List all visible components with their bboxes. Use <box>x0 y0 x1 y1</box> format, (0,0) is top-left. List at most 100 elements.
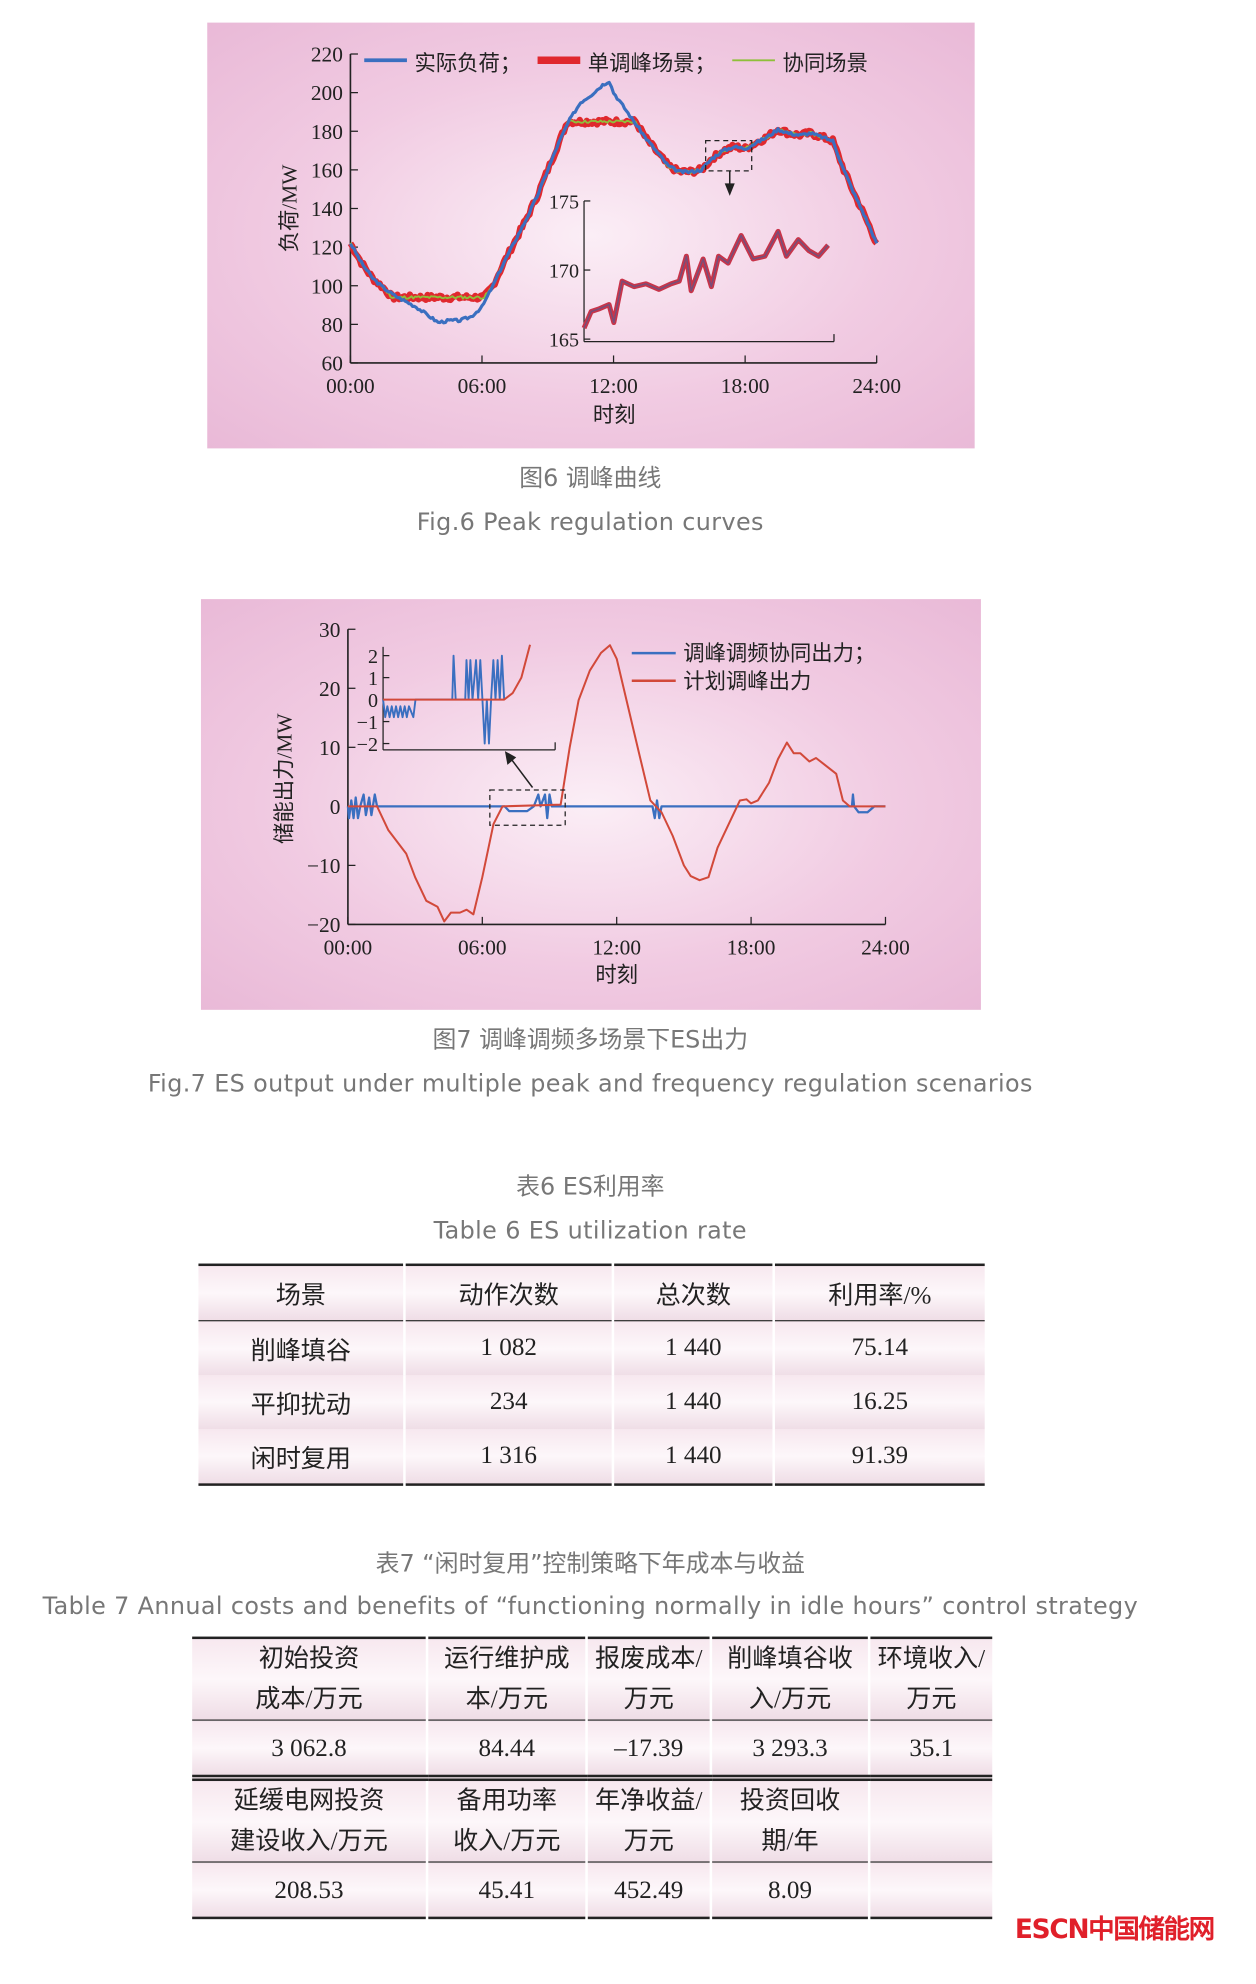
fig6-y-tick-label: 60 <box>322 352 343 376</box>
table-cell: 1 082 <box>403 1320 613 1376</box>
fig7-caption-cn: 图7 调峰调频多场景下ES出力 <box>432 1026 749 1054</box>
header-line: 报废成本/ <box>594 1645 703 1673</box>
header-cell: 削峰填谷收入/万元 <box>709 1637 870 1721</box>
table7-header-row-1: 初始投资成本/万元 运行维护成 本/万元 报废成本/万元 削峰填谷收入/万元 环境… <box>192 1637 993 1721</box>
header-line: 投资回收 <box>739 1787 841 1815</box>
header-cell: 初始投资成本/万元 <box>192 1637 428 1721</box>
escn-watermark-logo: ESCN中国储能网 <box>1014 1914 1215 1945</box>
fig6-y-tick-label: 120 <box>311 236 343 260</box>
table7: 初始投资成本/万元 运行维护成 本/万元 报废成本/万元 削峰填谷收入/万元 环境… <box>192 1636 993 1920</box>
header-cell: 报废成本/万元 <box>585 1637 711 1721</box>
header-line: 削峰填谷收 <box>727 1645 853 1673</box>
table-cell: 75.14 <box>772 1320 985 1376</box>
fig6-zoom-box <box>705 140 753 172</box>
fig6-legend-label: 实际负荷； <box>414 51 521 75</box>
header-line: 建设收入/万元 <box>230 1827 388 1856</box>
fig7-zoom-box <box>489 789 566 826</box>
fig6-x-tick-label: 00:00 <box>326 374 375 398</box>
header-line: 收入/万元 <box>453 1827 561 1856</box>
fig7-x-tick-label: 06:00 <box>458 936 507 960</box>
fig7-y-tick-label: 10 <box>319 736 340 760</box>
table-cell: 1 440 <box>611 1320 774 1376</box>
header-line: 初始投资 <box>258 1645 360 1673</box>
fig7-y-tick-label: −20 <box>307 913 340 937</box>
fig7-y-tick-label: 30 <box>319 618 340 642</box>
fig6-caption-cn: 图6 调峰曲线 <box>519 464 662 493</box>
header-cell: 利用率/% <box>772 1264 985 1322</box>
table-cell: 16.25 <box>772 1375 985 1430</box>
table-cell: 45.41 <box>425 1862 587 1918</box>
table-cell: 闲时复用 <box>198 1429 405 1485</box>
fig7-x-tick-label: 24:00 <box>861 936 910 960</box>
fig7-inset-y-tick-label: 2 <box>368 646 378 668</box>
header-cell: 总次数 <box>611 1264 774 1322</box>
table-cell: 35.1 <box>867 1720 993 1778</box>
table7-header-row-2: 延缓电网投资 建设收入/万元 备用功率收入/万元 年净收益/万元 投资回收期/年 <box>192 1774 993 1863</box>
table-row: 3 062.8 84.44 –17.39 3 293.3 35.1 <box>192 1720 993 1778</box>
header-line: 备用功率 <box>456 1787 558 1815</box>
fig7-arrow-head-icon <box>504 751 517 765</box>
table-cell: 3 062.8 <box>192 1720 428 1778</box>
header-cell: 动作次数 <box>403 1264 613 1322</box>
table-cell: –17.39 <box>585 1720 711 1778</box>
header-cell: 环境收入/万元 <box>867 1637 993 1721</box>
fig6-inset-y-tick-label: 175 <box>549 191 579 213</box>
header-line: 期/年 <box>761 1827 819 1856</box>
header-cell: 运行维护成 本/万元 <box>425 1637 587 1721</box>
header-cell: 备用功率收入/万元 <box>425 1774 587 1863</box>
fig7-series-plan-line <box>347 644 886 923</box>
header-cell: 投资回收期/年 <box>709 1774 870 1863</box>
table6-header-row: 场景 动作次数 总次数 利用率/% <box>198 1264 985 1322</box>
fig6-inset-actual-line <box>583 230 829 329</box>
fig6-y-tick-label: 80 <box>322 313 343 337</box>
fig7-arrow-shaft <box>509 756 534 788</box>
table6: 场景 动作次数 总次数 利用率/% 削峰填谷 1 082 1 440 75.14… <box>198 1263 985 1486</box>
fig7-x-tick-label: 18:00 <box>727 936 776 960</box>
header-line: 万元 <box>623 1827 674 1856</box>
table7-title-cn: 表7 “闲时复用”控制策略下年成本与收益 <box>375 1549 805 1578</box>
table-cell <box>867 1862 993 1918</box>
table-row: 208.53 45.41 452.49 8.09 <box>192 1862 993 1918</box>
header-cell: 延缓电网投资 建设收入/万元 <box>192 1774 428 1863</box>
table-cell: 1 440 <box>611 1429 774 1485</box>
table-cell: 91.39 <box>772 1429 985 1485</box>
table-cell: 平抑扰动 <box>198 1375 405 1430</box>
fig6-legend-label: 单调峰场景； <box>588 51 716 75</box>
table-cell: 208.53 <box>192 1862 428 1918</box>
fig6-x-tick-label: 06:00 <box>458 374 507 398</box>
header-line: 运行维护成 <box>443 1645 570 1673</box>
fig7-series-coop-line <box>346 793 886 820</box>
header-line: 环境收入/ <box>877 1645 986 1673</box>
fig7-inset-y-tick-label: 1 <box>368 668 378 690</box>
fig6-y-tick-label: 180 <box>311 120 343 144</box>
fig7-y-tick-label: −10 <box>307 854 340 878</box>
table-row: 削峰填谷 1 082 1 440 75.14 <box>198 1320 985 1376</box>
table-cell: 84.44 <box>425 1720 587 1778</box>
fig6-inset-y-tick-label: 170 <box>549 261 579 283</box>
fig7-legend-label: 调峰调频协同出力； <box>683 642 875 666</box>
fig6-x-tick-label: 12:00 <box>589 374 638 398</box>
fig6-inset-y-tick-label: 165 <box>549 330 579 352</box>
fig6-x-tick-label: 18:00 <box>721 374 770 398</box>
header-cell: 年净收益/万元 <box>585 1774 711 1863</box>
fig7-y-tick-label: 20 <box>319 677 340 701</box>
fig6-caption-en: Fig.6 Peak regulation curves <box>416 508 764 537</box>
header-line: 成本/万元 <box>255 1685 363 1714</box>
table-cell: 1 316 <box>403 1429 613 1485</box>
fig6-panel <box>207 22 975 449</box>
table-cell: 452.49 <box>585 1862 711 1918</box>
fig6-chart: 00:00 06:00 12:00 18:00 24:00 60 80 100 120 140 16… <box>277 43 901 427</box>
fig6-y-axis-label: 负荷/MW <box>277 164 301 253</box>
fig7-caption-en: Fig.7 ES output under multiple peak and … <box>147 1070 1033 1098</box>
fig6-y-tick-label: 160 <box>311 158 343 182</box>
header-line: 万元 <box>906 1685 957 1714</box>
fig7-legend-label: 计划调峰出力 <box>683 669 811 693</box>
header-cell <box>867 1774 993 1863</box>
fig7-y-tick-label: 0 <box>330 795 341 819</box>
fig7-x-tick-label: 00:00 <box>324 936 373 960</box>
header-line: 年净收益/ <box>594 1787 703 1815</box>
header-line: 入/万元 <box>748 1685 832 1714</box>
table7-title-en: Table 7 Annual costs and benefits of “fu… <box>42 1592 1139 1621</box>
header-cell: 场景 <box>198 1264 405 1322</box>
table-row: 平抑扰动 234 1 440 16.25 <box>198 1375 985 1430</box>
